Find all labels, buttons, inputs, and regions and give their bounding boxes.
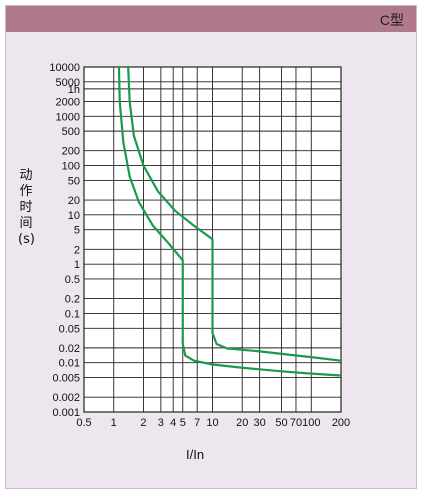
plot-border: [83, 66, 342, 413]
y-tick-label: 20: [68, 195, 80, 207]
x-tick-label: 50: [275, 417, 287, 429]
y-tick-label: 10000: [49, 62, 80, 74]
y-tick-label: 1000: [56, 111, 80, 123]
y-axis-label-char: 时: [19, 200, 33, 215]
y-axis-label-char: 间: [19, 216, 33, 231]
y-tick-label: 1: [74, 259, 80, 271]
y-tick-label: 0.02: [59, 343, 80, 355]
tripping-curve-line: [127, 65, 343, 362]
x-tick-label: 100: [302, 417, 320, 429]
y-tick-label: 1h: [68, 84, 80, 96]
y-tick-label: 100: [62, 161, 80, 173]
x-tick-label: 3: [158, 417, 164, 429]
tripping-curve-line: [117, 65, 343, 377]
y-axis-label-char: (s): [18, 232, 35, 247]
y-tick-label: 0.001: [52, 407, 80, 419]
y-tick-label: 2: [74, 244, 80, 256]
x-tick-label: 4: [170, 417, 176, 429]
x-tick-label: 20: [236, 417, 248, 429]
x-tick-label: 30: [253, 417, 265, 429]
y-tick-label: 5: [74, 225, 80, 237]
y-tick-label: 50: [68, 175, 80, 187]
x-tick-label: 7: [194, 417, 200, 429]
x-tick-label: 1: [111, 417, 117, 429]
y-tick-label: 0.01: [59, 358, 80, 370]
x-tick-label: 70: [290, 417, 302, 429]
x-tick-label: 10: [206, 417, 218, 429]
y-tick-label: 0.002: [52, 392, 80, 404]
y-axis-label: 动 作 时 间 (s): [18, 168, 35, 248]
y-tick-label: 10: [68, 210, 80, 222]
y-tick-label: 2000: [56, 96, 80, 108]
x-tick-label: 5: [180, 417, 186, 429]
y-tick-label: 5000: [56, 77, 80, 89]
y-tick-label: 0.005: [52, 373, 80, 385]
chart-title: C型: [379, 12, 404, 28]
x-tick-label: 0.5: [76, 417, 91, 429]
y-tick-label: 0.05: [59, 323, 80, 335]
x-tick-label: 2: [140, 417, 146, 429]
y-tick-label: 200: [62, 146, 80, 158]
y-axis-label-char: 作: [19, 184, 33, 199]
y-tick-label: 0.1: [65, 308, 80, 320]
y-tick-label: 500: [62, 126, 80, 138]
y-axis-label-char: 动: [19, 168, 33, 183]
y-tick-label: 0.2: [65, 294, 80, 306]
header-bar: C型: [6, 6, 416, 32]
y-tick-label: 0.5: [65, 274, 80, 286]
x-tick-label: 200: [332, 417, 350, 429]
x-axis-label: I/In: [186, 447, 205, 462]
